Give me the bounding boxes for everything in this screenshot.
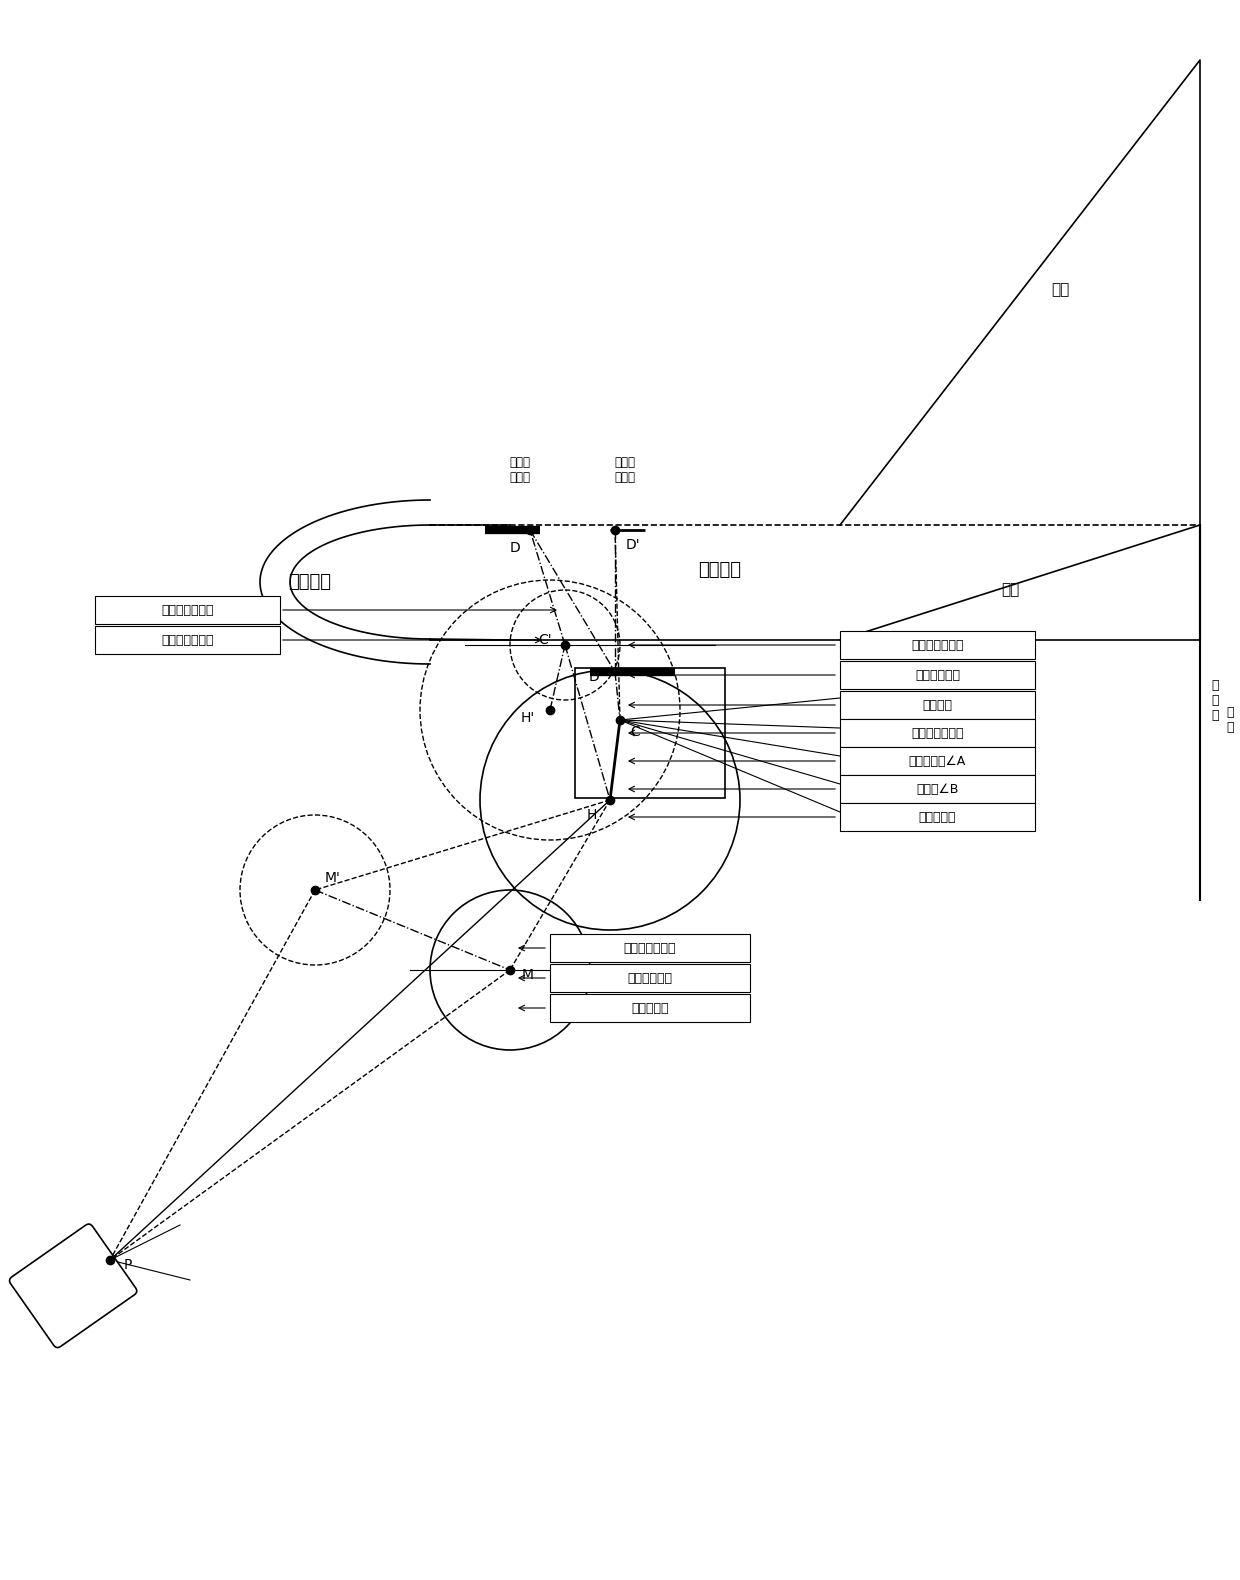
Bar bbox=[95, 626, 280, 654]
Bar bbox=[839, 776, 1035, 803]
Bar bbox=[839, 630, 1035, 659]
Bar bbox=[551, 964, 750, 992]
Text: D': D' bbox=[626, 539, 640, 551]
Bar bbox=[95, 596, 280, 624]
Text: 目标摄像头位置: 目标摄像头位置 bbox=[161, 604, 213, 616]
Bar bbox=[551, 934, 750, 962]
Text: 机翼: 机翼 bbox=[1050, 283, 1069, 297]
Bar bbox=[839, 660, 1035, 689]
Bar bbox=[839, 803, 1035, 831]
Bar bbox=[839, 719, 1035, 747]
Text: 目标轮架中心点: 目标轮架中心点 bbox=[624, 942, 676, 954]
Bar bbox=[839, 747, 1035, 776]
Bar bbox=[575, 668, 725, 798]
Text: 飞机机身: 飞机机身 bbox=[698, 561, 742, 578]
Text: P: P bbox=[124, 1258, 133, 1272]
Text: 轮架中心点: 轮架中心点 bbox=[631, 1002, 668, 1014]
Text: 机
身
右: 机 身 右 bbox=[1211, 678, 1219, 722]
Text: M': M' bbox=[325, 871, 341, 885]
Text: 目标桥头中心点: 目标桥头中心点 bbox=[161, 634, 213, 646]
Text: H': H' bbox=[521, 711, 536, 725]
Text: C: C bbox=[630, 725, 640, 739]
Bar bbox=[551, 994, 750, 1022]
Text: 期望桥头偏动角: 期望桥头偏动角 bbox=[911, 638, 963, 651]
Text: 舱门实
际位置: 舱门实 际位置 bbox=[510, 457, 531, 483]
Text: 机翼: 机翼 bbox=[1001, 583, 1019, 597]
Text: 相机视角: 相机视角 bbox=[923, 698, 952, 711]
Text: 目标轮架角度: 目标轮架角度 bbox=[627, 972, 672, 984]
Text: M: M bbox=[522, 969, 534, 983]
Text: 期望舱门位置: 期望舱门位置 bbox=[915, 668, 960, 681]
Text: 期望舱
门中心: 期望舱 门中心 bbox=[615, 457, 635, 483]
Text: D": D" bbox=[588, 670, 605, 684]
FancyBboxPatch shape bbox=[10, 1224, 136, 1348]
Text: 飞机头部: 飞机头部 bbox=[289, 574, 331, 591]
Text: D: D bbox=[510, 540, 521, 555]
Text: 桥头角∠B: 桥头角∠B bbox=[916, 782, 959, 795]
Text: H: H bbox=[587, 807, 598, 822]
Text: 转动点
(安装): 转动点 (安装) bbox=[40, 1270, 76, 1305]
Text: 摄像头安装位置: 摄像头安装位置 bbox=[911, 727, 963, 739]
Bar bbox=[839, 690, 1035, 719]
Text: 桥夤中心点: 桥夤中心点 bbox=[919, 811, 956, 823]
Text: 桥头偏移角∠A: 桥头偏移角∠A bbox=[909, 755, 966, 768]
Text: 机
身: 机 身 bbox=[1226, 706, 1234, 735]
Text: C': C' bbox=[538, 634, 552, 646]
